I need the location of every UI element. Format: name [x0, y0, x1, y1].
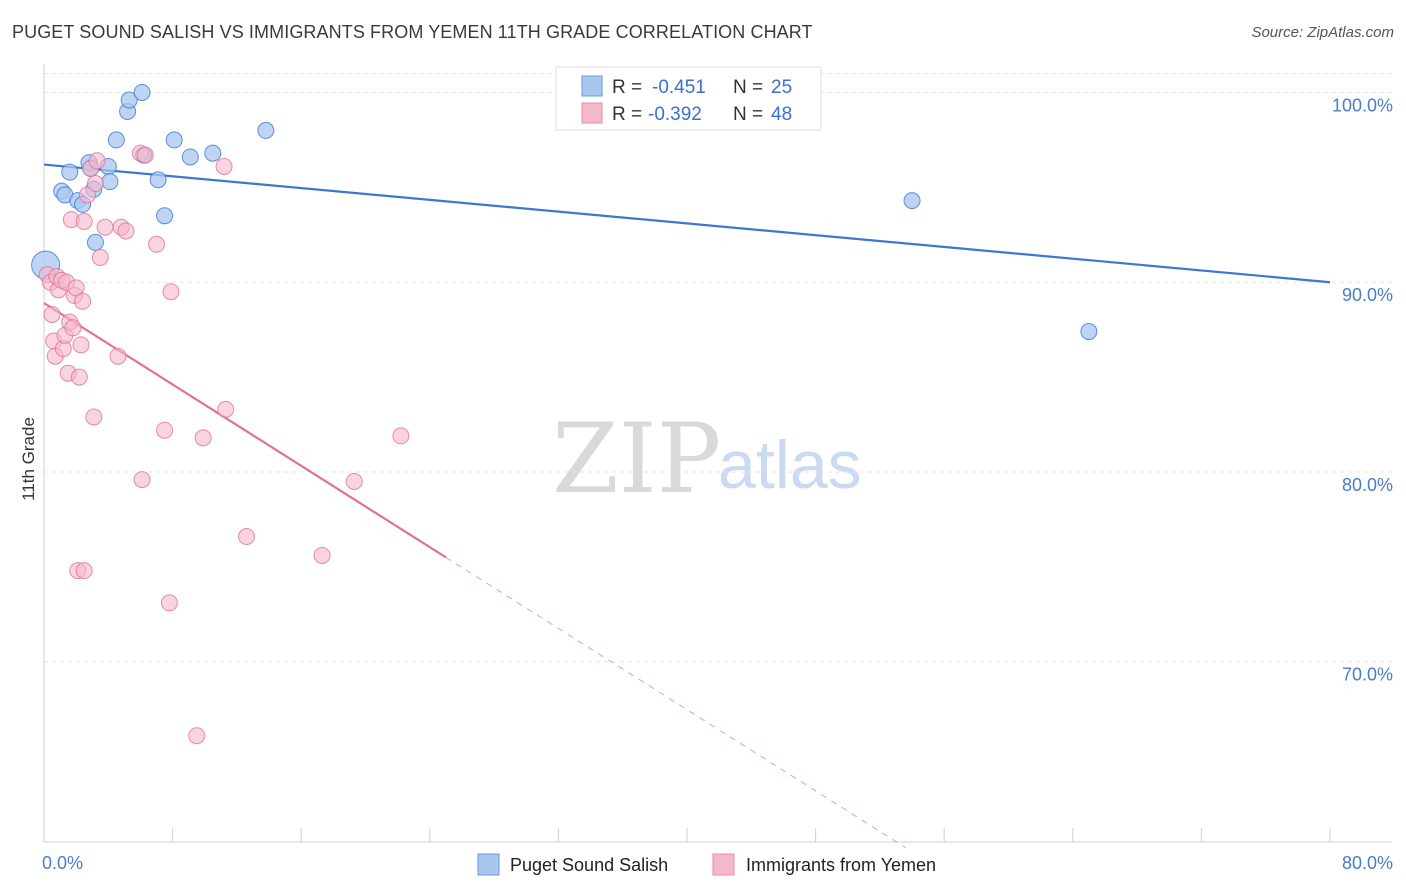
point-yemen-2	[43, 305, 61, 323]
point-yemen-45	[313, 546, 331, 564]
point-yemen-25	[85, 408, 103, 426]
point-puget-15	[133, 83, 151, 101]
point-yemen-32	[117, 222, 135, 240]
watermark-atlas: atlas	[718, 427, 862, 503]
y-tick-labels: 70.0% 80.0% 90.0% 100.0%	[1332, 95, 1393, 684]
point-puget-21	[204, 144, 222, 162]
trend-lines	[43, 163, 1331, 849]
stats-n-value-2: 48	[771, 104, 792, 125]
point-yemen-20	[74, 292, 92, 310]
stats-r-value-2: -0.392	[648, 104, 702, 125]
point-puget-3	[61, 163, 79, 181]
point-yemen-35	[136, 146, 154, 164]
point-yemen-30	[109, 347, 127, 365]
point-puget-20	[181, 148, 199, 166]
point-yemen-36	[148, 235, 166, 253]
legend-swatch-puget	[477, 853, 500, 876]
stats-swatch-pink	[581, 102, 603, 124]
point-puget-18	[156, 207, 174, 225]
point-yemen-26	[86, 175, 104, 193]
point-yemen-37	[156, 421, 174, 439]
grid-lines	[44, 72, 1392, 663]
point-puget-9	[86, 233, 104, 251]
legend-label-yemen: Immigrants from Yemen	[746, 855, 936, 875]
point-puget-23	[903, 192, 921, 210]
stats-n-label-2: N =	[733, 104, 763, 125]
point-yemen-19	[72, 336, 90, 354]
y-tick-label-0: 70.0%	[1342, 665, 1393, 685]
point-yemen-44	[238, 527, 256, 545]
point-yemen-14	[64, 319, 82, 337]
x-tick-label-0: 0.0%	[42, 853, 83, 873]
stats-swatch-blue	[581, 75, 603, 97]
stats-n-value-1: 25	[771, 77, 792, 98]
point-yemen-27	[88, 152, 106, 170]
stats-n-label-1: N =	[733, 77, 763, 98]
y-tick-label-2: 90.0%	[1342, 285, 1393, 305]
point-yemen-41	[194, 429, 212, 447]
point-yemen-40	[188, 727, 206, 745]
point-puget-24	[1080, 323, 1098, 341]
legend-swatch-yemen	[712, 853, 735, 876]
point-puget-17	[149, 171, 167, 189]
point-puget-14	[120, 91, 138, 109]
point-yemen-39	[162, 283, 180, 301]
watermark: ZIP atlas	[552, 403, 862, 515]
point-yemen-18	[70, 368, 88, 386]
point-yemen-38	[160, 594, 178, 612]
point-yemen-34	[133, 471, 151, 489]
stats-legend: R = -0.451 N = 25 R = -0.392 N = 48	[555, 66, 822, 131]
trend-extension-1	[445, 556, 906, 849]
stats-r-label-1: R =	[612, 77, 642, 98]
source-label: Source: ZipAtlas.com	[1251, 24, 1394, 41]
trend-line-1	[43, 302, 447, 559]
point-yemen-29	[96, 218, 114, 236]
bottom-legend: Puget Sound Salish Immigrants from Yemen	[477, 853, 936, 876]
chart-title: PUGET SOUND SALISH VS IMMIGRANTS FROM YE…	[12, 22, 813, 42]
stats-r-label-2: R =	[612, 104, 642, 125]
x-tick-label-1: 80.0%	[1342, 853, 1393, 873]
point-yemen-43	[217, 400, 235, 418]
point-puget-11	[101, 173, 119, 191]
point-yemen-47	[392, 427, 410, 445]
y-axis-label: 11th Grade	[19, 417, 38, 501]
point-puget-22	[257, 121, 275, 139]
point-yemen-42	[215, 157, 233, 175]
point-yemen-22	[75, 562, 93, 580]
y-tick-label-3: 100.0%	[1332, 95, 1393, 115]
point-yemen-21	[75, 212, 93, 230]
data-points	[31, 83, 1098, 745]
point-puget-12	[107, 131, 125, 149]
stats-r-value-1: -0.451	[652, 77, 706, 98]
watermark-zip: ZIP	[552, 403, 721, 515]
legend-label-puget: Puget Sound Salish	[510, 855, 668, 875]
point-puget-19	[165, 131, 183, 149]
y-tick-label-1: 80.0%	[1342, 475, 1393, 495]
trend-line-0	[43, 163, 1331, 284]
axes	[43, 64, 1392, 843]
x-tick-labels: 0.0% 80.0%	[42, 853, 1393, 873]
point-yemen-46	[345, 472, 363, 490]
point-yemen-28	[91, 249, 109, 267]
